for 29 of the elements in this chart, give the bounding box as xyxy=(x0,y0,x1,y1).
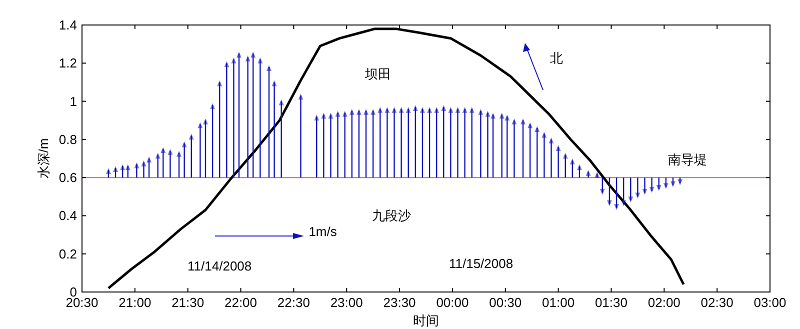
x-tick-label: 01:00 xyxy=(542,295,575,310)
y-tick-label: 0.6 xyxy=(58,170,77,186)
y-tick-label: 0.8 xyxy=(58,132,77,147)
annotation: 北 xyxy=(550,50,564,66)
x-tick-label: 01:30 xyxy=(594,295,628,310)
x-tick-label: 22:30 xyxy=(277,295,310,310)
annotation: 11/15/2008 xyxy=(448,256,514,271)
x-tick-label: 21:00 xyxy=(118,295,152,310)
annotation: 1m/s xyxy=(308,224,338,239)
y-tick-label: 1 xyxy=(70,94,77,109)
y-axis-title: 水深/m xyxy=(36,138,51,179)
y-tick-label: 1.4 xyxy=(58,18,77,32)
annotation: 11/14/2008 xyxy=(188,258,252,274)
y-tick-label: 1.2 xyxy=(58,56,77,71)
annotation: 南导堤 xyxy=(668,152,707,167)
x-tick-label: 00:00 xyxy=(436,295,469,310)
x-tick-label: 02:30 xyxy=(700,295,734,310)
x-tick-label: 02:00 xyxy=(648,295,680,310)
annotation: 九段沙 xyxy=(372,208,412,223)
x-tick-label: 23:30 xyxy=(383,295,416,310)
annotation: 坝田 xyxy=(364,66,391,82)
x-tick-label: 23:00 xyxy=(330,295,363,310)
y-tick-label: 0.2 xyxy=(58,246,77,262)
x-tick-label: 00:30 xyxy=(489,295,522,310)
x-axis-title: 时间 xyxy=(413,313,439,328)
x-tick-label: 03:00 xyxy=(754,295,786,310)
x-tick-label: 22:00 xyxy=(224,295,258,310)
y-tick-label: 0.4 xyxy=(58,208,77,224)
x-tick-label: 21:30 xyxy=(172,295,204,310)
